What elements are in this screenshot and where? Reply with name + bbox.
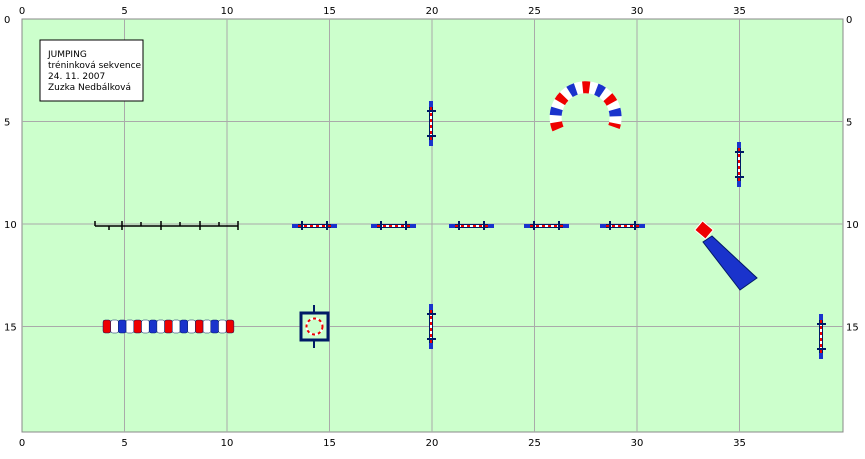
y-tick-label: 5	[846, 118, 852, 129]
legend-line: 24. 11. 2007	[48, 72, 105, 82]
weave-segment	[110, 319, 119, 334]
weave-segment	[202, 319, 212, 334]
x-tick-label: 30	[631, 438, 644, 449]
x-tick-label: 20	[426, 6, 439, 17]
chute	[694, 220, 758, 291]
tunnel	[549, 81, 622, 132]
legend: JUMPING tréninková sekvence 24. 11. 2007…	[39, 39, 144, 102]
weave-segment	[133, 319, 142, 334]
x-tick-label: 35	[733, 438, 746, 449]
weave-segment	[225, 319, 235, 334]
x-tick-label: 15	[323, 6, 336, 17]
x-tick-label: 0	[19, 6, 25, 17]
y-tick-label: 10	[4, 220, 17, 231]
legend-box	[39, 39, 144, 102]
weave-segment	[179, 319, 188, 334]
x-tick-label: 20	[426, 438, 439, 449]
y-tick-label: 10	[846, 220, 859, 231]
weave-segment	[195, 319, 204, 334]
weave-segment	[218, 319, 227, 334]
tire	[299, 305, 330, 348]
x-tick-label: 25	[528, 6, 541, 17]
y-tick-label: 15	[4, 323, 17, 334]
x-tick-label: 10	[221, 438, 234, 449]
weave-poles	[102, 319, 235, 334]
long-jump	[94, 221, 239, 230]
legend-line: tréninková sekvence	[48, 60, 142, 71]
weave-segment	[187, 319, 196, 334]
weave-segment	[125, 319, 135, 334]
y-tick-label: 0	[4, 15, 10, 26]
x-tick-label: 15	[323, 438, 336, 449]
weave-segment	[148, 319, 158, 334]
weave-segment	[141, 319, 150, 334]
y-tick-label: 0	[846, 15, 852, 26]
x-tick-label: 30	[631, 6, 644, 17]
weave-segment	[164, 319, 173, 334]
x-tick-label: 5	[121, 438, 127, 449]
y-tick-label: 5	[4, 118, 10, 129]
x-tick-label: 25	[528, 438, 541, 449]
weave-segment	[210, 319, 219, 334]
weave-segment	[172, 319, 181, 334]
x-tick-label: 5	[121, 6, 127, 17]
weave-segment	[102, 319, 111, 334]
x-tick-label: 0	[19, 438, 25, 449]
weave-segment	[118, 319, 127, 334]
weave-segment	[156, 319, 165, 334]
x-tick-label: 10	[221, 6, 234, 17]
x-tick-label: 35	[733, 6, 746, 17]
y-tick-label: 15	[846, 323, 859, 334]
legend-line: Zuzka Nedbálková	[48, 83, 131, 93]
legend-line: JUMPING	[47, 50, 87, 60]
